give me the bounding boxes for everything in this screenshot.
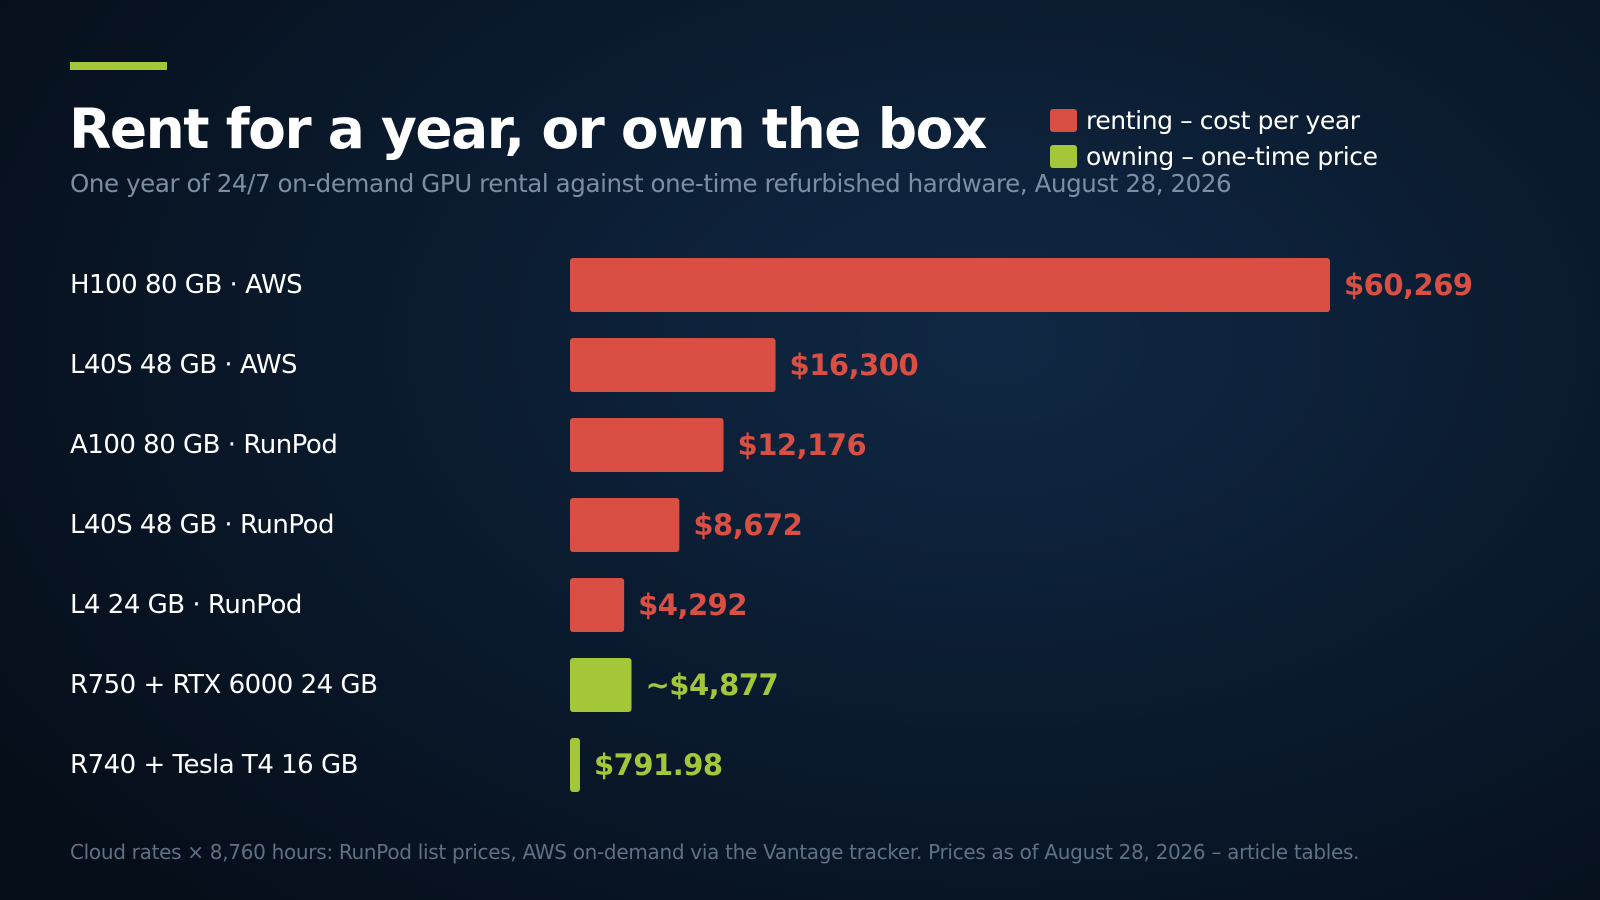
- chart-subtitle: One year of 24/7 on-demand GPU rental ag…: [70, 169, 1232, 198]
- category-gpu: R740 + Tesla T4 16 GB: [70, 750, 358, 780]
- legend: renting – cost per year owning – one-tim…: [1050, 102, 1378, 174]
- legend-label-owning: owning – one-time price: [1086, 141, 1378, 171]
- category-separator: ·: [222, 270, 245, 300]
- value-label: $16,300: [790, 348, 919, 382]
- category-label: R740 + Tesla T4 16 GB: [70, 750, 358, 780]
- category-provider: RunPod: [208, 590, 302, 620]
- legend-label-renting: renting – cost per year: [1086, 105, 1360, 135]
- legend-swatch-renting: [1050, 108, 1077, 132]
- category-provider: RunPod: [243, 430, 337, 460]
- category-gpu: A100 80 GB: [70, 430, 220, 460]
- value-label: $60,269: [1344, 268, 1473, 302]
- accent-bar: [70, 62, 167, 70]
- category-label: R750 + RTX 6000 24 GB: [70, 670, 377, 700]
- value-label: $8,672: [693, 508, 802, 542]
- category-label: L4 24 GB · RunPod: [70, 590, 302, 620]
- bar-renting: [570, 258, 1330, 312]
- legend-swatch-owning: [1050, 144, 1077, 168]
- value-label: $791.98: [594, 748, 723, 782]
- bar-owning: [570, 658, 632, 712]
- category-gpu: L4 24 GB: [70, 590, 185, 620]
- category-label: L40S 48 GB · RunPod: [70, 510, 334, 540]
- category-separator: ·: [220, 430, 243, 460]
- category-gpu: L40S 48 GB: [70, 510, 217, 540]
- legend-item-owning: owning – one-time price: [1050, 138, 1378, 174]
- category-gpu: L40S 48 GB: [70, 350, 217, 380]
- category-gpu: R750 + RTX 6000 24 GB: [70, 670, 377, 700]
- bar-renting: [570, 578, 625, 632]
- category-provider: AWS: [245, 270, 302, 300]
- category-gpu: H100 80 GB: [70, 270, 222, 300]
- footer-note: Cloud rates × 8,760 hours: RunPod list p…: [70, 840, 1360, 864]
- category-separator: ·: [217, 510, 240, 540]
- category-label: H100 80 GB · AWS: [70, 270, 302, 300]
- value-label: ~$4,877: [645, 668, 778, 702]
- category-separator: ·: [185, 590, 208, 620]
- category-separator: ·: [217, 350, 240, 380]
- legend-item-renting: renting – cost per year: [1050, 102, 1378, 138]
- bar-renting: [570, 498, 680, 552]
- value-label: $12,176: [738, 428, 867, 462]
- category-provider: AWS: [240, 350, 297, 380]
- bar-renting: [570, 338, 776, 392]
- category-label: L40S 48 GB · AWS: [70, 350, 297, 380]
- bar-renting: [570, 418, 724, 472]
- bar-owning: [570, 738, 580, 792]
- category-label: A100 80 GB · RunPod: [70, 430, 337, 460]
- category-provider: RunPod: [240, 510, 334, 540]
- chart-title: Rent for a year, or own the box: [69, 97, 987, 161]
- value-label: $4,292: [638, 588, 747, 622]
